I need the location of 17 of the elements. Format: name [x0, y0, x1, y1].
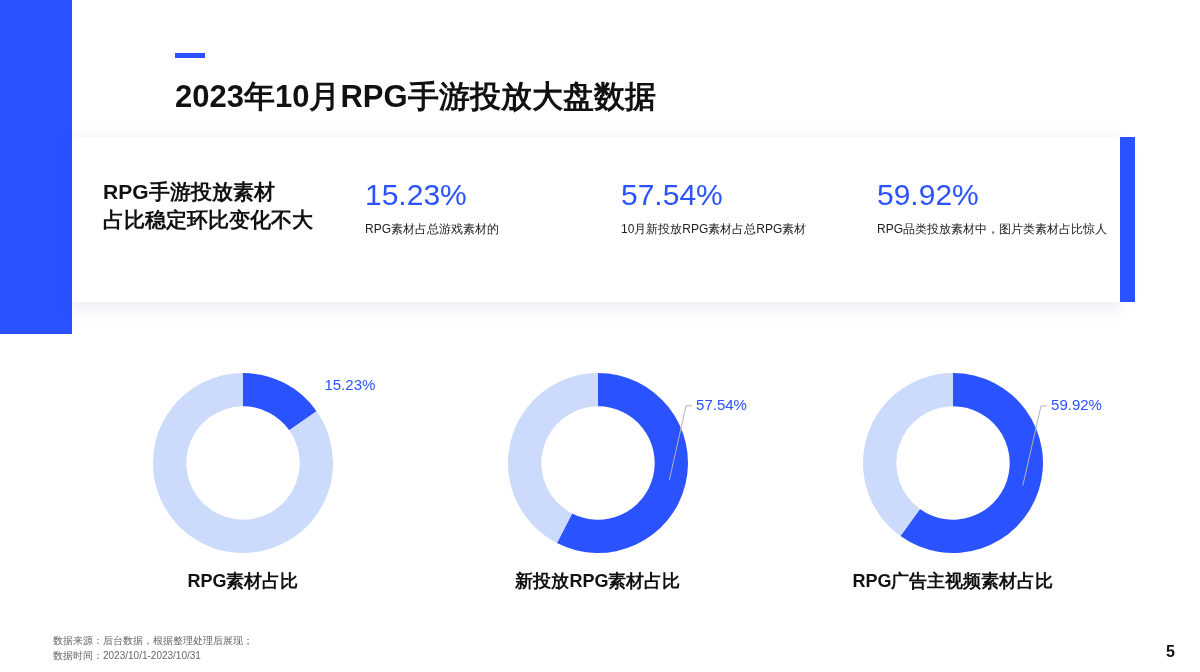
data-label: 59.92%: [1051, 395, 1102, 413]
text: 59.92%: [877, 177, 979, 213]
text: 2023年10月RPG手游投放大盘数据: [175, 78, 656, 116]
text: 15.23%: [365, 177, 467, 213]
text: 10月新投放RPG素材占总RPG素材: [621, 221, 807, 237]
text: 5: [1166, 642, 1175, 662]
text: RPG品类投放素材中，图片类素材占比惊人: [877, 221, 1108, 237]
text: RPG广告主视频素材占比: [851, 570, 1055, 593]
text: RPG手游投放素材占比稳定环比变化不大: [103, 179, 314, 233]
text: 新投放RPG素材占比: [514, 570, 682, 593]
text: RPG素材占总游戏素材的: [365, 221, 500, 237]
text: 数据时间：2023/10/1-2023/10/31: [53, 649, 201, 663]
data-label: 57.54%: [696, 395, 747, 413]
source-note: 数据来源：后台数据，根据整理处理后展现；: [53, 634, 253, 648]
data-label: 15.23%: [324, 376, 376, 394]
text: 57.54%: [621, 177, 723, 213]
text: RPG素材占比: [186, 570, 300, 593]
